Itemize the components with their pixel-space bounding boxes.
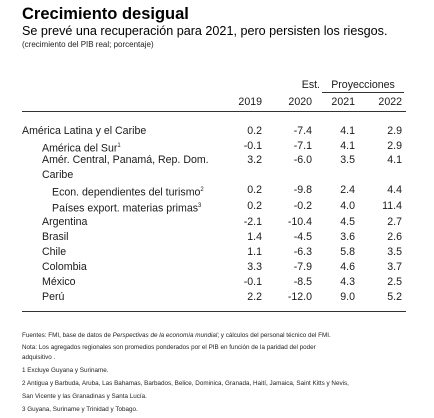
table-cell: 1.4	[247, 231, 262, 243]
page-subtitle: Se prevé una recuperación para 2021, per…	[22, 24, 388, 38]
table-cell: 4.4	[387, 184, 402, 196]
table-cell: -0.2	[293, 200, 312, 212]
table-row-label: Colombia	[42, 261, 87, 274]
note-line: Nota: Los agregados regionales son prome…	[22, 344, 316, 351]
row-label-text: México	[42, 276, 76, 288]
table-cell: 3.3	[247, 261, 262, 273]
sources-italic: Perspectivas de la economía mundial	[112, 332, 218, 339]
row-label-text: Colombia	[42, 261, 87, 273]
table-cell: -0.1	[243, 140, 262, 152]
table-cell: 4.6	[340, 261, 355, 273]
table-cell: 4.1	[387, 154, 402, 166]
table-cell: -10.4	[287, 216, 312, 228]
table-cell: 2.9	[387, 140, 402, 152]
proj-underline	[322, 92, 404, 93]
table-row-label: México	[42, 276, 76, 289]
sources-pre: Fuentes: FMI, base de datos de	[22, 332, 113, 339]
table-cell: -12.0	[287, 291, 312, 303]
table-cell: 4.1	[340, 140, 355, 152]
table-cell: 2.9	[387, 125, 402, 137]
footnote-marker: 3	[198, 203, 202, 209]
table-cell: 4.3	[340, 276, 355, 288]
table-cell: 2.7	[387, 216, 402, 228]
footnote-2-cont: San Vicente y las Granadinas y Santa Luc…	[22, 393, 147, 400]
table-cell: -8.5	[293, 276, 312, 288]
table-cell: -6.0	[293, 154, 312, 166]
header-rule	[22, 111, 406, 112]
row-label-text: Países export. materias primas	[52, 202, 199, 215]
table-cell: -7.1	[293, 140, 312, 152]
table-row-label: América Latina y el Caribe	[22, 125, 146, 138]
table-cell: 2.5	[387, 276, 402, 288]
table-row-label: Caribe	[42, 169, 73, 182]
row-label-text: América del Sur	[42, 142, 118, 155]
table-cell: -4.5	[293, 231, 312, 243]
row-label-text: Perú	[42, 291, 65, 303]
table-cell: 4.1	[340, 125, 355, 137]
table-cell: -2.1	[243, 216, 262, 228]
table-row-label: Amér. Central, Panamá, Rep. Dom.	[42, 154, 209, 167]
footnote-marker: 2	[200, 187, 204, 193]
table-cell: 3.5	[340, 154, 355, 166]
sources-note: Fuentes: FMI, base de datos de Perspecti…	[22, 331, 331, 340]
table-row-label: Perú	[42, 291, 64, 304]
bottom-rule	[22, 311, 406, 312]
table-cell: -9.8	[293, 184, 312, 196]
year-header: 2022	[378, 96, 402, 108]
table-cell: 9.0	[340, 291, 355, 303]
table-row-label: Países export. materias primas3	[52, 200, 201, 216]
table-cell: 5.2	[387, 291, 402, 303]
year-header: 2020	[288, 96, 312, 108]
proj-label: Proyecciones	[331, 79, 395, 91]
row-label-text: Amér. Central, Panamá, Rep. Dom.	[42, 154, 209, 166]
row-label-text: Caribe	[42, 169, 74, 181]
table-cell: 4.0	[340, 200, 355, 212]
page-title: Crecimiento desigual	[22, 5, 189, 23]
table-cell: 5.8	[340, 246, 355, 258]
table-cell: 4.5	[340, 216, 355, 228]
sources-post: ; y cálculos del personal técnico del FM…	[217, 332, 331, 339]
row-label-text: Econ. dependientes del turismo	[52, 186, 201, 199]
row-label-text: Brasil	[42, 231, 69, 243]
table-cell: 11.4	[382, 200, 402, 212]
year-header: 2021	[331, 96, 355, 108]
table-cell: 0.2	[247, 125, 262, 137]
footnote-1: 1 Excluye Guyana y Suriname.	[22, 367, 109, 374]
table-cell: 2.2	[247, 291, 262, 303]
table-cell: 3.5	[387, 246, 402, 258]
table-cell: 3.7	[387, 261, 402, 273]
table-cell: 3.2	[247, 154, 262, 166]
table-cell: -0.1	[243, 276, 262, 288]
footnote-marker: 1	[117, 143, 121, 149]
est-label: Est.	[301, 79, 320, 91]
table-cell: 0.2	[247, 184, 262, 196]
footnote-3: 3 Guyana, Suriname y Trinidad y Tobago.	[22, 406, 138, 413]
table-row-label: Econ. dependientes del turismo2	[52, 184, 204, 200]
table-cell: 0.2	[247, 200, 262, 212]
table-cell: 1.1	[247, 246, 262, 258]
footnote-2: 2 Antigua y Barbuda, Aruba, Las Bahamas,…	[22, 380, 349, 387]
note-line: adquisitivo .	[22, 354, 56, 361]
table-cell: 2.6	[387, 231, 402, 243]
table-row-label: Chile	[42, 246, 66, 259]
table-cell: -7.4	[293, 125, 312, 137]
table-cell: 2.4	[340, 184, 355, 196]
table-row-label: Argentina	[42, 216, 87, 229]
table-cell: -6.3	[293, 246, 312, 258]
row-label-text: América Latina y el Caribe	[22, 125, 147, 137]
table-cell: -7.9	[293, 261, 312, 273]
unit-note: (crecimiento del PIB real; porcentaje)	[22, 40, 154, 49]
table-cell: 3.6	[340, 231, 355, 243]
year-header: 2019	[238, 96, 262, 108]
table-row-label: Brasil	[42, 231, 69, 244]
row-label-text: Chile	[42, 246, 67, 258]
row-label-text: Argentina	[42, 216, 88, 228]
table-row-label: América del Sur1	[42, 140, 121, 156]
